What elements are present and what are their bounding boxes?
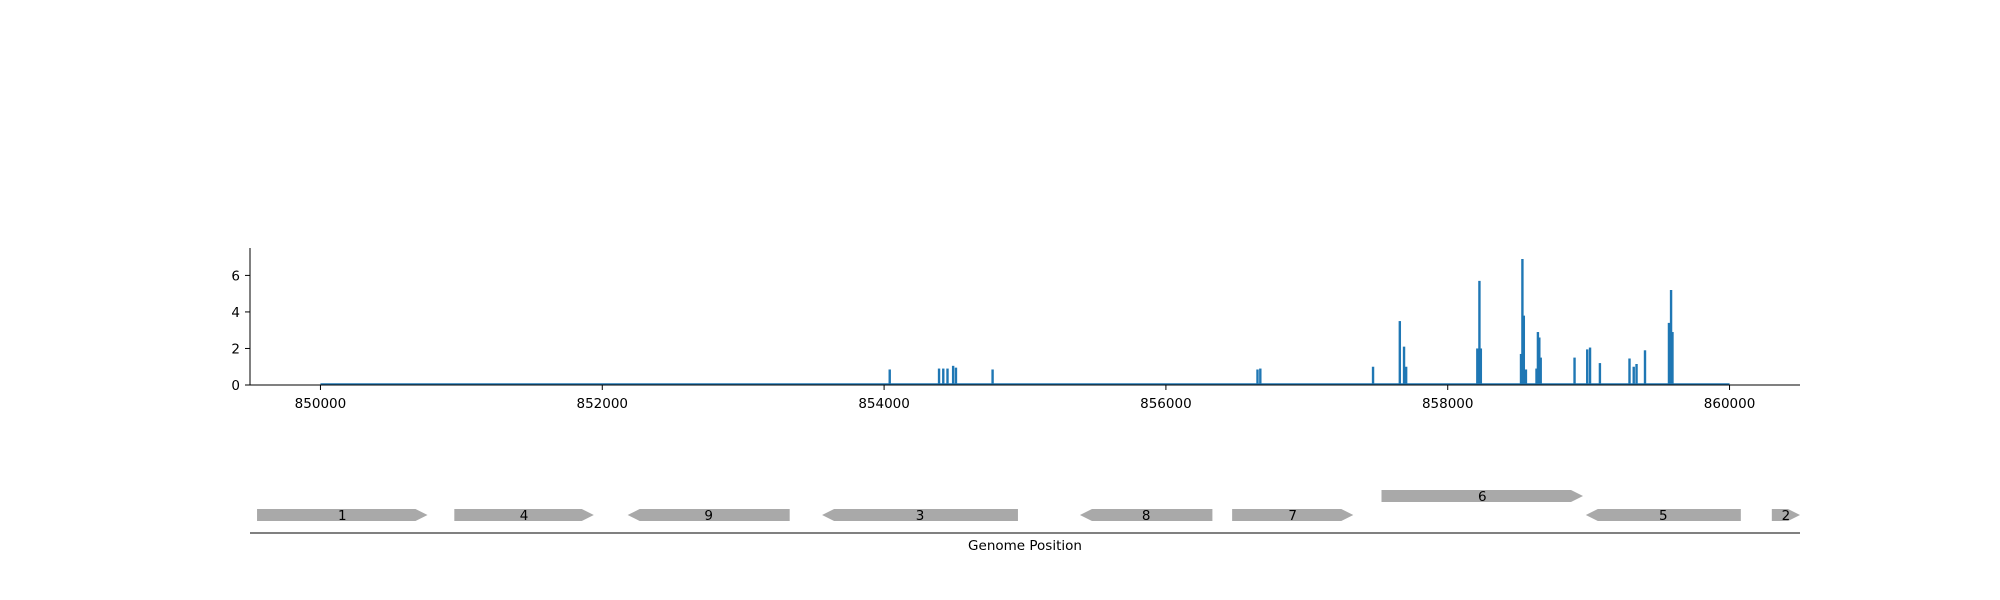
gene-arrow: [454, 509, 594, 521]
gene-label: 1: [338, 508, 347, 524]
gene-arrows: 1 4 9 3 8 7 6 5 2: [257, 489, 1800, 524]
gene-label: 4: [520, 508, 529, 524]
gene-arrow: [1381, 490, 1583, 502]
x-tick-label: 852000: [576, 396, 628, 412]
gene-arrow: [1771, 509, 1800, 521]
gene-arrow: [1232, 509, 1354, 521]
y-tick-label: 6: [231, 268, 240, 284]
y-tick-label: 0: [231, 378, 240, 394]
coverage-bars: [888, 258, 1674, 385]
gene-arrow: [1585, 509, 1741, 521]
x-ticks: 850000 852000 854000 856000 858000 860000: [295, 385, 1756, 412]
y-ticks: 0 2 4 6: [231, 268, 250, 394]
y-tick-label: 4: [231, 305, 240, 321]
gene-label: 2: [1782, 508, 1791, 524]
gene-label: 7: [1288, 508, 1297, 524]
x-tick-label: 858000: [1422, 396, 1474, 412]
gene-track: 1 4 9 3 8 7 6 5 2 Genome Position: [250, 489, 1800, 554]
gene-arrow: [257, 509, 428, 521]
x-tick-label: 854000: [858, 396, 910, 412]
x-tick-label: 856000: [1140, 396, 1192, 412]
coverage-plot: 0 2 4 6 850000 852000 854000 856000 858000 86000…: [231, 248, 1800, 412]
gene-label: 8: [1142, 508, 1151, 524]
x-tick-label: 860000: [1704, 396, 1756, 412]
gene-arrow: [1079, 509, 1213, 521]
x-tick-label: 850000: [295, 396, 347, 412]
gene-arrow: [822, 509, 1018, 521]
gene-label: 9: [704, 508, 713, 524]
gene-label: 5: [1659, 508, 1668, 524]
gene-arrow: [627, 509, 790, 521]
gene-label: 3: [916, 508, 925, 524]
y-tick-label: 2: [231, 341, 240, 357]
gene-track-xlabel: Genome Position: [968, 538, 1082, 554]
gene-label: 6: [1478, 489, 1487, 505]
